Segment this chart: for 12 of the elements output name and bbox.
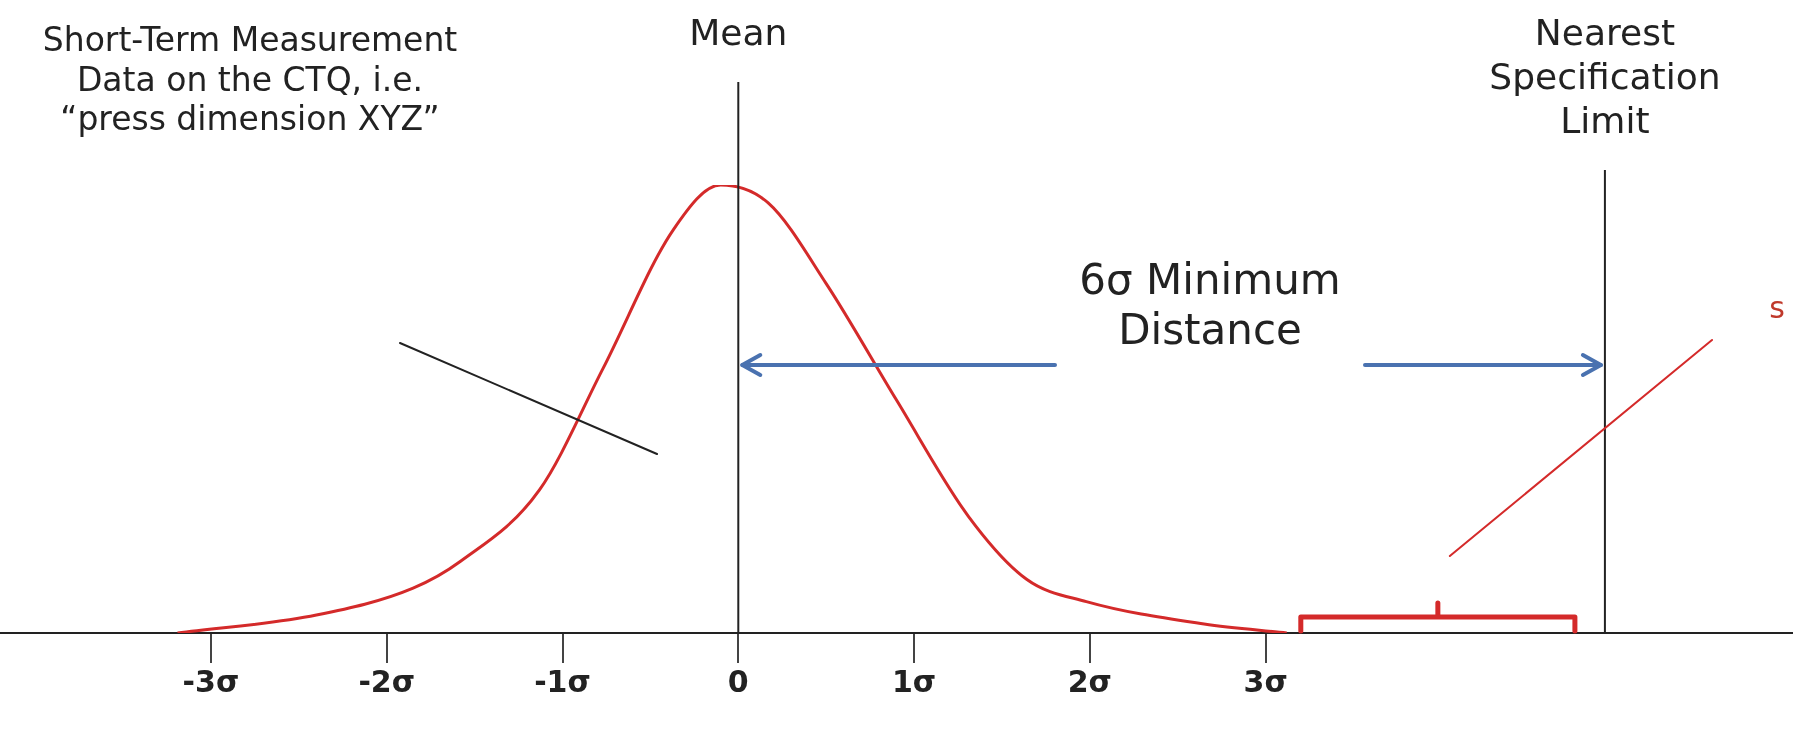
ref-line-label: Nearest Specification Limit bbox=[1489, 12, 1721, 142]
x-tick-label: -2σ bbox=[358, 663, 416, 699]
text: Short-Term Measurement Data on the CTQ, i.e. “press dimension XYZ” bbox=[41, 20, 459, 139]
ref-line-label: Mean bbox=[689, 12, 788, 54]
x-tick-label: 0 bbox=[727, 663, 749, 699]
x-tick-label: 1σ bbox=[891, 663, 937, 699]
annotation: s bbox=[1768, 290, 1786, 326]
x-tick-label: 2σ bbox=[1067, 663, 1112, 699]
x-tick-label: -3σ bbox=[182, 663, 240, 699]
x-tick-label: -1σ bbox=[534, 663, 591, 699]
x-tick-label: 3σ bbox=[1243, 663, 1288, 699]
annotation: 6σ Minimum Distance bbox=[1078, 255, 1342, 356]
